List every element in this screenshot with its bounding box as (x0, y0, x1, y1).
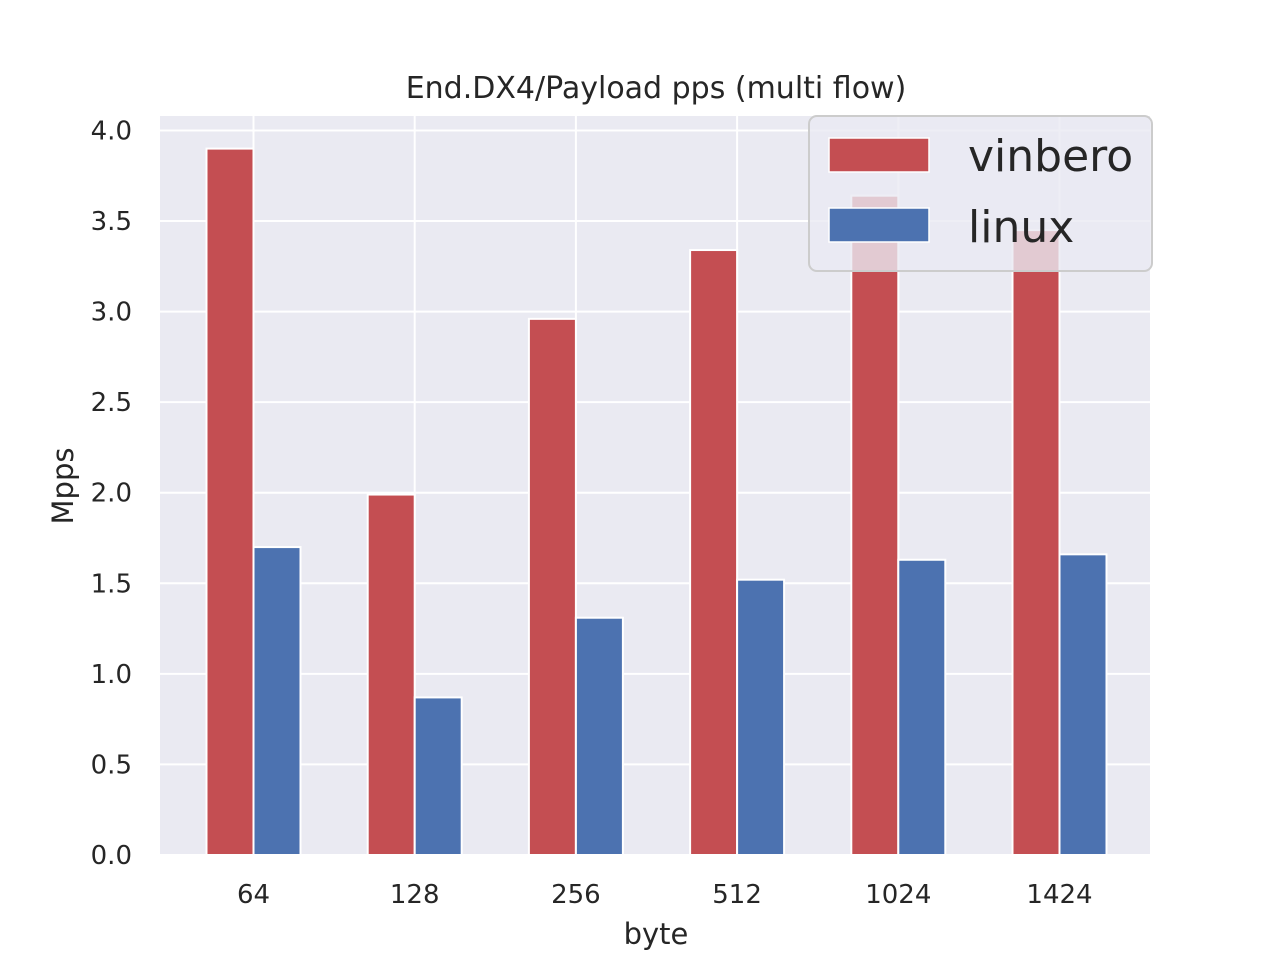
legend-swatch-vinbero (828, 137, 930, 173)
y-tick-label: 1.5 (91, 569, 132, 599)
y-tick-label: 2.5 (91, 388, 132, 418)
y-tick-label: 3.5 (91, 207, 132, 237)
x-tick-label: 1424 (1026, 880, 1092, 910)
bar-linux-256 (574, 616, 624, 856)
x-tick-label: 1024 (865, 880, 931, 910)
legend: vinbero linux (808, 115, 1153, 272)
legend-label-linux: linux (968, 202, 1074, 253)
bar-linux-1424 (1058, 553, 1108, 856)
bar-vinbero-1024 (850, 194, 900, 856)
y-tick-labels: 0.0 0.5 1.0 1.5 2.0 2.5 3.0 3.5 4.0 (91, 116, 132, 871)
bar-vinbero-64 (205, 147, 255, 856)
bar-vinbero-1424 (1011, 229, 1061, 856)
bar-linux-64 (252, 546, 302, 856)
x-axis-label: byte (624, 917, 689, 951)
y-tick-label: 4.0 (91, 116, 132, 146)
y-axis-label: Mpps (46, 448, 80, 525)
bar-vinbero-256 (527, 317, 577, 856)
y-tick-label: 0.0 (91, 841, 132, 871)
bar-vinbero-512 (689, 249, 739, 857)
bar-linux-512 (736, 578, 786, 856)
legend-label-vinbero: vinbero (968, 131, 1133, 182)
legend-swatch-linux (828, 207, 930, 243)
x-tick-labels: 64 128 256 512 1024 1424 (237, 880, 1093, 910)
y-tick-label: 3.0 (91, 298, 132, 328)
x-tick-label: 256 (551, 880, 601, 910)
x-tick-label: 64 (237, 880, 270, 910)
bar-vinbero-128 (366, 493, 416, 856)
bars (205, 147, 1108, 857)
bar-linux-1024 (897, 558, 947, 856)
y-tick-label: 1.0 (91, 660, 132, 690)
y-tick-label: 2.0 (91, 479, 132, 509)
bar-linux-128 (413, 696, 463, 857)
x-tick-label: 128 (390, 880, 440, 910)
chart-title: End.DX4/Payload pps (multi flow) (406, 71, 907, 106)
x-tick-label: 512 (712, 880, 762, 910)
y-tick-label: 0.5 (91, 750, 132, 780)
